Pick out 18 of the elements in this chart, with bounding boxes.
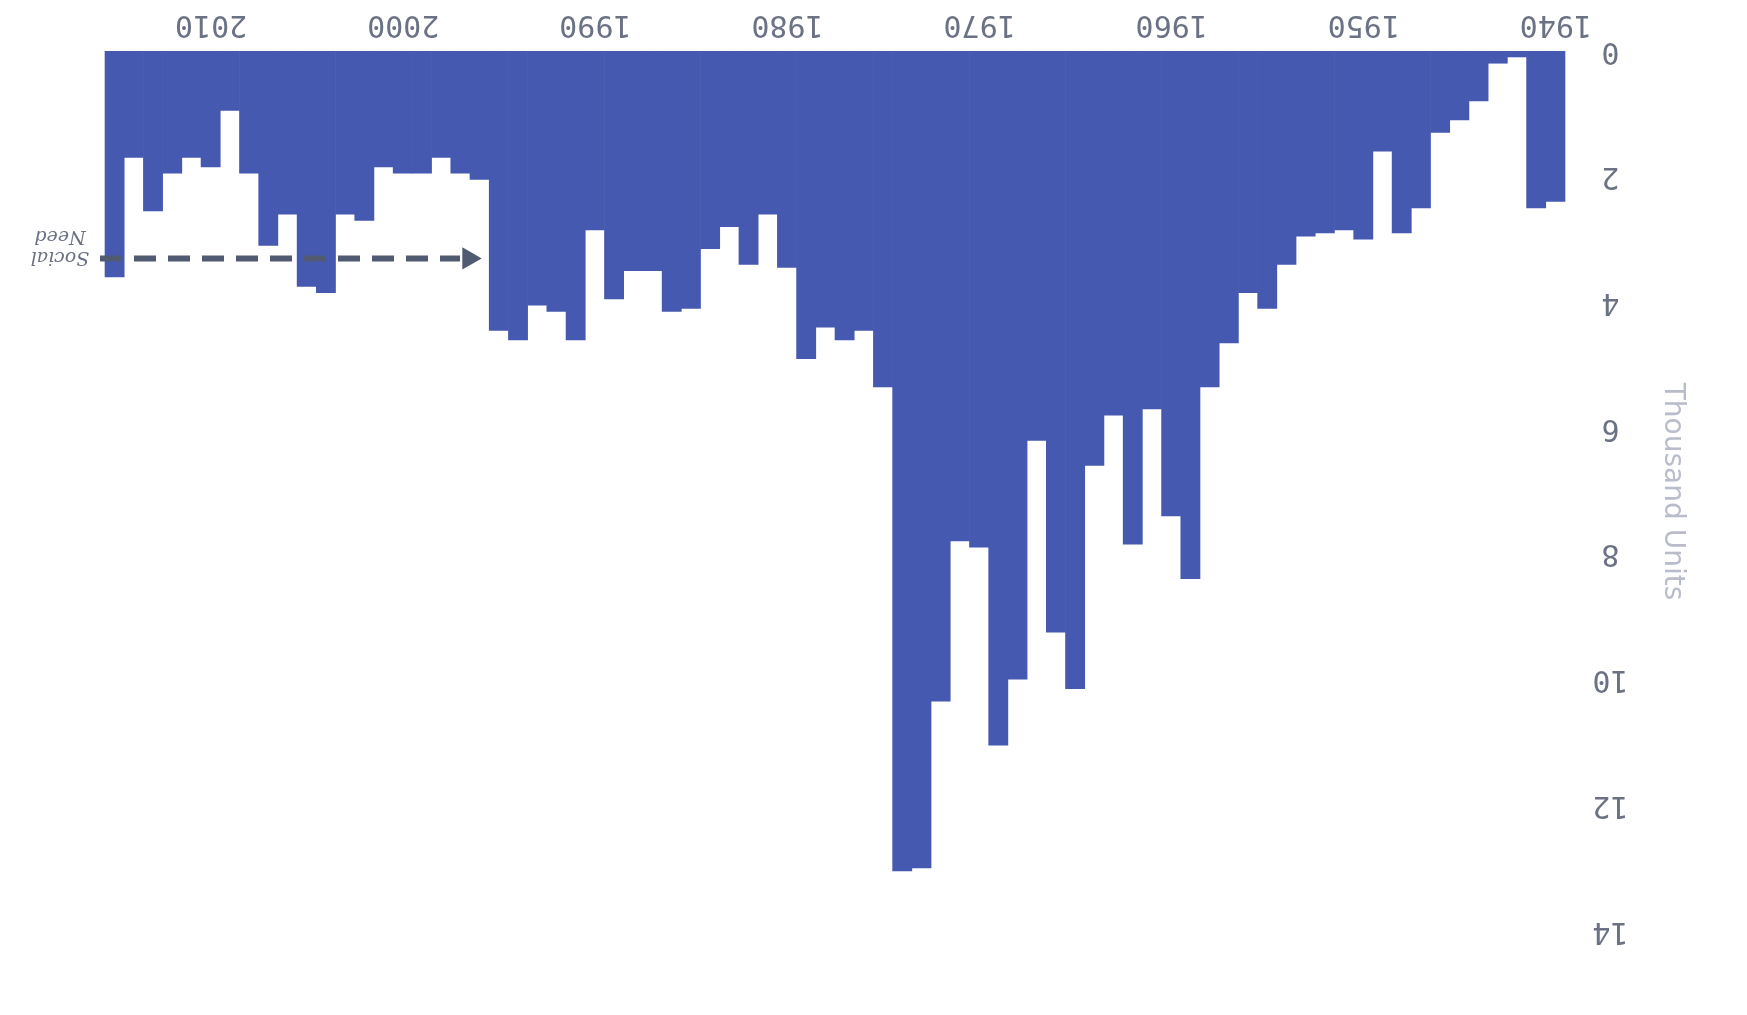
y-tick-label: 6	[1601, 412, 1620, 448]
y-tick-label: 4	[1601, 286, 1620, 322]
x-tick-label: 1970	[943, 8, 1016, 44]
y-tick-label: 14	[1592, 915, 1629, 951]
y-tick-label: 8	[1601, 538, 1620, 574]
y-tick-label: 2	[1601, 161, 1620, 197]
x-tick-label: 1960	[1135, 8, 1208, 44]
x-tick-label: 2000	[367, 8, 440, 44]
x-tick-label: 2010	[175, 8, 248, 44]
x-tick-label: 1990	[559, 8, 632, 44]
y-tick-label: 12	[1592, 789, 1629, 825]
y-tick-label: 0	[1601, 35, 1620, 71]
ref-line-label: Social Need	[30, 227, 90, 271]
x-tick-label: 1950	[1327, 8, 1400, 44]
y-tick-label: 10	[1592, 664, 1629, 700]
x-tick-label: 1980	[751, 8, 824, 44]
x-tick-label: 1940	[1519, 8, 1593, 44]
y-axis-title: Thousand Units	[1657, 381, 1691, 601]
